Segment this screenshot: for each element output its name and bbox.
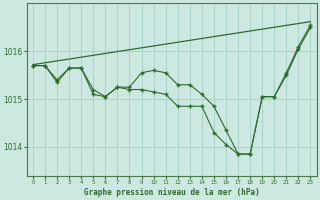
X-axis label: Graphe pression niveau de la mer (hPa): Graphe pression niveau de la mer (hPa): [84, 188, 260, 197]
